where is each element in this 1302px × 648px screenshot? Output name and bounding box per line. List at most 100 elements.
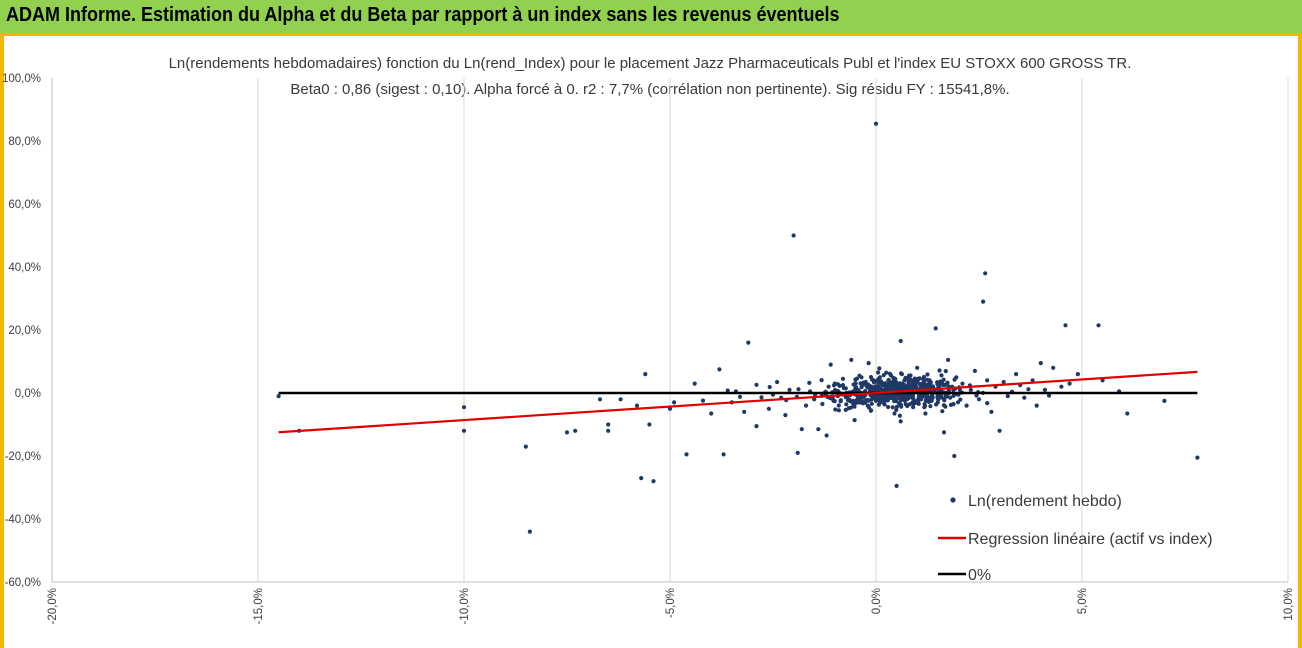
y-tick-label: -60,0% [5, 577, 41, 589]
data-point [643, 372, 648, 377]
data-point [918, 382, 923, 387]
data-point [873, 121, 879, 126]
data-point [832, 399, 837, 404]
data-point [928, 404, 933, 409]
data-point [843, 386, 848, 391]
data-point [820, 401, 825, 407]
data-point [564, 430, 570, 435]
data-point [803, 403, 809, 408]
data-point [837, 383, 842, 388]
data-point [807, 380, 812, 385]
y-tick-label: 100,0% [2, 73, 41, 85]
legend-marker-points [950, 497, 956, 503]
data-point [1063, 323, 1068, 328]
data-point [925, 377, 930, 382]
data-point [923, 411, 928, 416]
data-point [945, 380, 950, 385]
data-point [938, 393, 944, 398]
data-point [877, 375, 883, 380]
x-tick-label: -5,0% [665, 588, 677, 618]
data-point [906, 395, 911, 400]
data-point [795, 450, 800, 455]
data-point [937, 382, 942, 388]
data-point [523, 444, 528, 449]
data-point [887, 371, 893, 376]
data-point [964, 403, 969, 408]
data-point [872, 386, 877, 391]
data-point [858, 400, 863, 405]
regression-line [278, 370, 1198, 434]
data-point [868, 375, 874, 380]
data-point [928, 384, 933, 389]
data-point [1051, 365, 1056, 370]
data-point [885, 384, 890, 389]
data-point [838, 399, 843, 404]
data-point [924, 398, 930, 403]
data-point [942, 398, 947, 403]
data-point [1026, 387, 1031, 392]
data-point [853, 381, 858, 386]
data-point [597, 397, 603, 402]
data-point [1195, 455, 1200, 460]
data-point [1046, 393, 1052, 398]
left-accent-bar [0, 36, 4, 648]
data-point [667, 406, 673, 411]
data-point [709, 411, 714, 416]
data-point [840, 376, 846, 381]
gridlines [257, 78, 1289, 582]
data-point [742, 409, 747, 414]
data-point [844, 402, 849, 407]
data-point [684, 452, 689, 457]
data-point [877, 399, 883, 404]
data-point [916, 401, 921, 406]
data-point [935, 396, 940, 401]
data-point [976, 397, 982, 402]
data-point [461, 428, 467, 433]
data-point [915, 365, 920, 370]
data-point [796, 387, 801, 392]
y-tick-label: 0,0% [15, 388, 41, 400]
data-point [847, 397, 852, 402]
data-point [1038, 361, 1043, 366]
data-point [960, 381, 965, 386]
data-point [898, 419, 903, 424]
data-point [866, 361, 871, 366]
scatter-chart: Ln(rendements hebdomadaires) fonction du… [2, 55, 1295, 624]
data-point [527, 529, 533, 534]
data-point [952, 453, 957, 459]
data-point [852, 404, 857, 409]
data-point [884, 370, 889, 375]
data-point [618, 397, 623, 402]
data-point [955, 400, 961, 405]
y-tick-label: 80,0% [8, 136, 41, 148]
data-point [787, 387, 792, 392]
data-point [639, 476, 644, 481]
data-point [717, 367, 722, 372]
data-point [651, 479, 656, 484]
data-point [972, 368, 978, 373]
data-point [921, 377, 926, 382]
data-point [974, 393, 979, 398]
data-point [903, 402, 908, 407]
data-point [985, 378, 990, 383]
data-point [843, 407, 848, 412]
data-point [754, 382, 759, 387]
data-point [899, 372, 905, 377]
data-point [981, 299, 986, 304]
data-point [894, 399, 899, 404]
report-banner: ADAM Informe. Estimation du Alpha et du … [0, 0, 1302, 36]
data-point [901, 386, 906, 391]
data-point [1096, 323, 1101, 328]
data-point [833, 407, 838, 412]
data-point [989, 409, 994, 414]
data-point [819, 378, 824, 383]
data-points [276, 121, 1200, 534]
data-point [767, 384, 772, 390]
data-point [606, 422, 611, 427]
data-point [861, 380, 866, 385]
data-point [875, 379, 880, 384]
data-point [876, 370, 881, 375]
legend-label: Regression linéaire (actif vs index) [968, 531, 1213, 548]
data-point [853, 377, 858, 382]
data-point [933, 326, 938, 331]
